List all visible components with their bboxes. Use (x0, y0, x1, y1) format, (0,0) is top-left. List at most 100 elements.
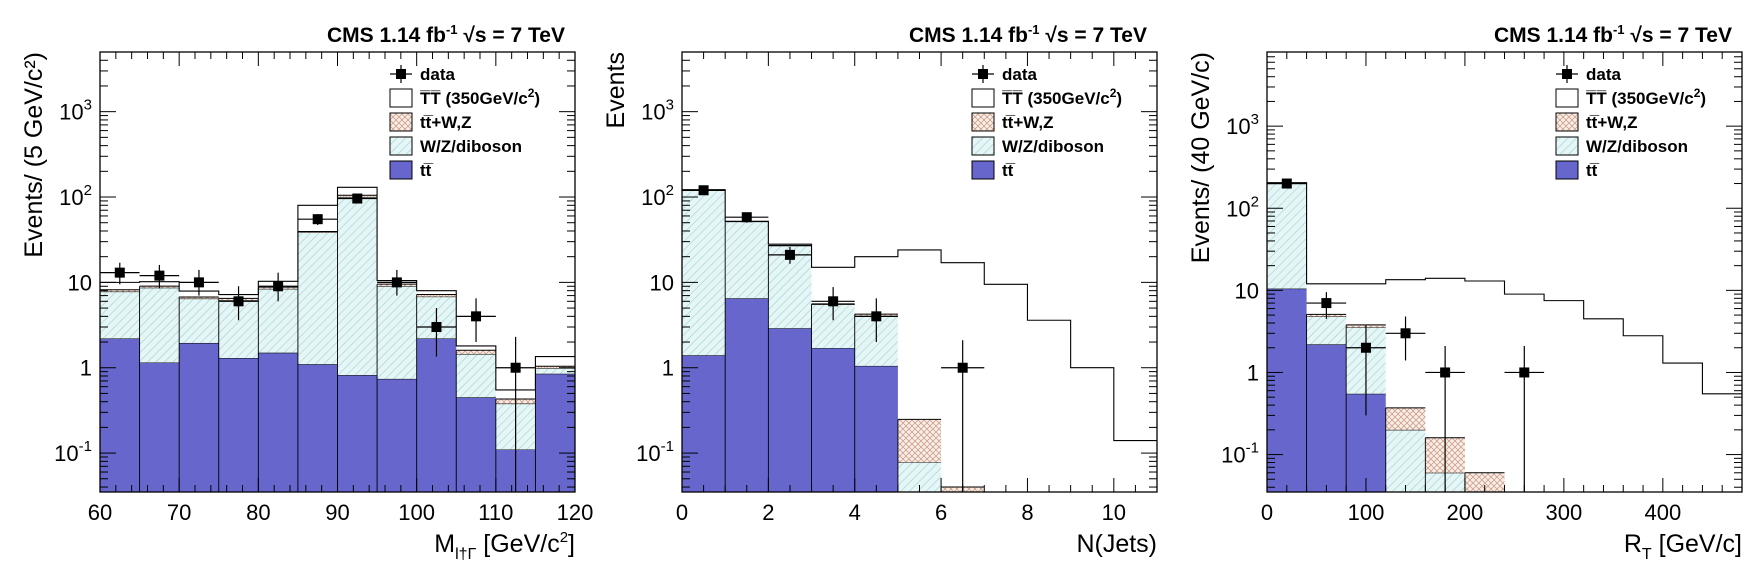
y-tick-label-base: 10 (1235, 278, 1259, 303)
x-tick-label: 70 (167, 500, 191, 525)
legend-label-ttbar: tt̅ (420, 161, 433, 180)
legend-label: data (1586, 65, 1622, 84)
y-tick-label-base: 10 (641, 185, 665, 210)
legend-swatch-signal (971, 88, 995, 108)
data-point (114, 267, 125, 278)
y-axis-label: Events/ (5 GeV/c²) (20, 52, 48, 258)
y-tick-label-base: 10 (54, 441, 78, 466)
x-axis-label-unit: [GeV/c] (1652, 530, 1742, 558)
data-point (784, 249, 795, 260)
legend-swatch-ttwz (389, 112, 413, 132)
bar-wz_diboson (1385, 429, 1426, 492)
bar-ttbar (682, 355, 726, 492)
data-point (431, 322, 442, 333)
legend-swatch-signal (1555, 88, 1579, 108)
legend-label-signal: T̅T̅ (350GeV/c2) (420, 86, 540, 108)
y-tick-label-sup: 2 (84, 182, 92, 199)
y-tick-label: 10 (68, 270, 92, 295)
header-left: CMS 1.14 fb (1494, 24, 1613, 47)
x-tick-label: 120 (557, 500, 594, 525)
legend-label: tt̅ (1002, 161, 1015, 180)
data-point (312, 214, 323, 225)
x-axis-label-unit_sup: 2 (560, 529, 568, 546)
bar-wz_diboson (100, 291, 140, 339)
signal-line (682, 189, 1157, 442)
legend-label: tt̅+W,Z (1002, 113, 1053, 132)
bar-wz_diboson (725, 221, 769, 299)
x-axis-label-unit_end: ] (568, 530, 575, 558)
bar-ttwz (179, 296, 219, 299)
data-point (698, 185, 709, 196)
x-axis-label-sub: T (1642, 546, 1652, 562)
legend-label: data (1002, 65, 1038, 84)
legend: data T̅T̅ (350GeV/c2) tt̅+W,Z W/Z/diboson tt… (971, 65, 1122, 180)
x-tick-label: 80 (246, 500, 270, 525)
legend-swatch-ttwz (971, 112, 995, 132)
data-point (273, 281, 284, 292)
y-tick-label-base: 10 (59, 100, 83, 125)
legend-label-signal: T̅T̅ (350GeV/c2) (1586, 86, 1706, 108)
header-sup: -1 (1028, 22, 1040, 37)
legend-label: T̅T̅ (350GeV/c (420, 89, 528, 108)
legend-swatch-ttbar (389, 160, 413, 180)
bar-ttbar (297, 364, 338, 492)
bar-ttwz (416, 294, 457, 297)
data-point (1400, 328, 1411, 339)
y-tick-label-base: 10 (1226, 114, 1250, 139)
legend: data T̅T̅ (350GeV/c2) tt̅+W,Z W/Z/diboson tt… (389, 65, 540, 180)
data-point (233, 296, 244, 307)
bar-ttwz (897, 419, 942, 463)
data-point (871, 311, 882, 322)
data-point (154, 270, 165, 281)
bar-ttwz (535, 366, 575, 369)
y-tick-label: 103 (641, 97, 674, 125)
legend-label-data: data (1002, 65, 1038, 84)
x-tick-label: 60 (88, 500, 112, 525)
x-tick-label: 6 (935, 500, 947, 525)
x-tick-label: 300 (1546, 500, 1583, 525)
legend-swatch-wz_diboson (1555, 136, 1579, 156)
header-left: CMS 1.14 fb (909, 24, 1028, 47)
y-tick-label-sup: 2 (1251, 193, 1259, 210)
legend-label_sup: 2 (1694, 86, 1701, 100)
x-tick-label: 100 (398, 500, 435, 525)
data-point (1321, 298, 1332, 309)
y-tick-label-sup: 2 (666, 182, 674, 199)
header-sup: -1 (1613, 22, 1625, 37)
bar-wz_diboson (337, 197, 378, 376)
bar-wz_diboson (535, 368, 575, 374)
x-tick-label: 8 (1021, 500, 1033, 525)
y-tick-label: 102 (641, 182, 674, 210)
x-tick-label: 0 (676, 500, 688, 525)
x-axis-label-main: M (434, 530, 455, 558)
x-tick-label: 4 (849, 500, 861, 525)
y-tick-label-base: 10 (1221, 443, 1245, 468)
bar-ttbar (854, 365, 898, 492)
bar-wz_diboson (682, 190, 726, 356)
data-point (741, 212, 752, 223)
y-tick-label: 10 (1235, 278, 1259, 303)
legend-swatch-wz_diboson (389, 136, 413, 156)
x-tick-label: 0 (1261, 500, 1273, 525)
y-tick-label: 1 (80, 356, 92, 381)
legend-label-ttwz: tt̅+W,Z (420, 113, 471, 132)
y-tick-label-sup: 3 (1251, 111, 1259, 128)
bar-wz_diboson (297, 232, 338, 365)
header-right: s = 7 TeV (475, 24, 565, 47)
legend-label_end: ) (534, 89, 540, 108)
data-point (391, 277, 402, 288)
panel-header: CMS 1.14 fb-1 √s = 7 TeV (909, 22, 1147, 47)
bar-wz_diboson (456, 353, 496, 398)
data-point (1281, 178, 1292, 189)
data-point (510, 362, 521, 373)
x-axis-label-sub: l†Γ (455, 546, 476, 562)
y-tick-label-base: 10 (68, 270, 92, 295)
header-sqrt_sym: √ (1625, 24, 1643, 47)
y-tick-label-sup: -1 (661, 438, 674, 455)
y-tick-label-sup: -1 (79, 438, 92, 455)
legend-label_sup: 2 (1110, 86, 1117, 100)
legend-label_end: ) (1116, 89, 1122, 108)
